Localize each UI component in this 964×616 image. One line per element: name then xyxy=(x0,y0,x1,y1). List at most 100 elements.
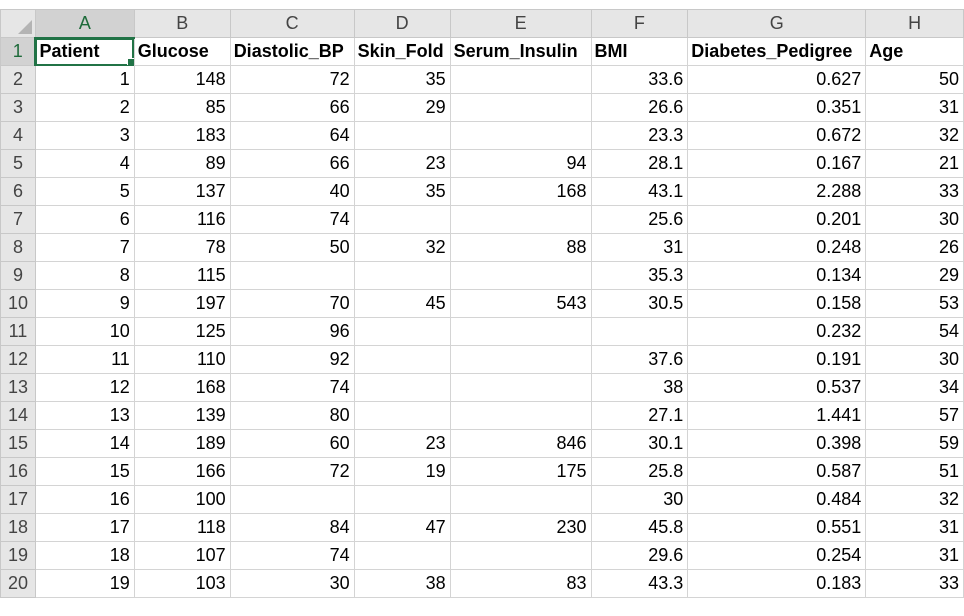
row-header[interactable]: 17 xyxy=(0,485,36,514)
data-cell[interactable]: 118 xyxy=(133,513,231,542)
data-cell[interactable]: 2.288 xyxy=(687,177,867,206)
data-cell[interactable]: 19 xyxy=(353,457,451,486)
row-header[interactable]: 1 xyxy=(0,37,37,66)
data-cell[interactable]: 0.201 xyxy=(687,205,867,234)
row-header[interactable]: 10 xyxy=(0,289,36,318)
data-cell[interactable] xyxy=(353,317,451,346)
data-cell[interactable]: 9 xyxy=(34,289,135,318)
data-cell[interactable]: 88 xyxy=(449,233,592,262)
data-cell[interactable]: 0.158 xyxy=(687,289,867,318)
data-cell[interactable]: 25.8 xyxy=(590,457,689,486)
row-header[interactable]: 19 xyxy=(0,541,36,570)
data-cell[interactable]: 89 xyxy=(133,149,231,178)
row-header[interactable]: 12 xyxy=(0,345,36,374)
data-cell[interactable]: 7 xyxy=(34,233,135,262)
data-cell[interactable]: 18 xyxy=(34,541,135,570)
data-cell[interactable]: 10 xyxy=(34,317,135,346)
data-cell[interactable]: 183 xyxy=(133,121,231,150)
header-cell[interactable]: Diastolic_BP xyxy=(229,37,355,66)
data-cell[interactable]: 28.1 xyxy=(590,149,689,178)
data-cell[interactable]: 26.6 xyxy=(590,93,689,122)
data-cell[interactable] xyxy=(353,541,451,570)
data-cell[interactable]: 166 xyxy=(133,457,231,486)
data-cell[interactable]: 0.672 xyxy=(687,121,867,150)
data-cell[interactable]: 0.627 xyxy=(687,65,867,94)
header-cell[interactable]: BMI xyxy=(590,37,689,66)
data-cell[interactable]: 35 xyxy=(353,177,451,206)
data-cell[interactable]: 197 xyxy=(133,289,231,318)
data-cell[interactable] xyxy=(449,93,592,122)
row-header[interactable]: 20 xyxy=(0,569,36,598)
header-cell[interactable]: Glucose xyxy=(133,37,231,66)
column-header-c[interactable]: C xyxy=(229,9,355,38)
data-cell[interactable]: 0.232 xyxy=(687,317,867,346)
data-cell[interactable] xyxy=(449,345,592,374)
column-header-d[interactable]: D xyxy=(353,9,451,38)
data-cell[interactable]: 30 xyxy=(229,569,355,598)
data-cell[interactable]: 45 xyxy=(353,289,451,318)
data-cell[interactable] xyxy=(449,541,592,570)
data-cell[interactable]: 0.183 xyxy=(687,569,867,598)
data-cell[interactable]: 30 xyxy=(865,205,964,234)
data-cell[interactable]: 0.351 xyxy=(687,93,867,122)
data-cell[interactable]: 19 xyxy=(34,569,135,598)
data-cell[interactable]: 148 xyxy=(133,65,231,94)
data-cell[interactable]: 66 xyxy=(229,93,355,122)
data-cell[interactable]: 1 xyxy=(34,65,135,94)
data-cell[interactable]: 0.248 xyxy=(687,233,867,262)
data-cell[interactable]: 103 xyxy=(133,569,231,598)
data-cell[interactable]: 30.1 xyxy=(590,429,689,458)
data-cell[interactable]: 17 xyxy=(34,513,135,542)
data-cell[interactable]: 50 xyxy=(229,233,355,262)
data-cell[interactable]: 110 xyxy=(133,345,231,374)
data-cell[interactable]: 23.3 xyxy=(590,121,689,150)
data-cell[interactable]: 74 xyxy=(229,205,355,234)
row-header[interactable]: 16 xyxy=(0,457,36,486)
data-cell[interactable]: 37.6 xyxy=(590,345,689,374)
row-header[interactable]: 4 xyxy=(0,121,36,150)
data-cell[interactable]: 66 xyxy=(229,149,355,178)
data-cell[interactable]: 26 xyxy=(865,233,964,262)
data-cell[interactable] xyxy=(449,261,592,290)
data-cell[interactable]: 72 xyxy=(229,65,355,94)
data-cell[interactable]: 31 xyxy=(865,513,964,542)
data-cell[interactable]: 43.3 xyxy=(590,569,689,598)
data-cell[interactable]: 31 xyxy=(865,541,964,570)
data-cell[interactable]: 25.6 xyxy=(590,205,689,234)
data-cell[interactable]: 4 xyxy=(34,149,135,178)
data-cell[interactable]: 175 xyxy=(449,457,592,486)
header-cell[interactable]: Age xyxy=(865,37,964,66)
row-header[interactable]: 18 xyxy=(0,513,36,542)
data-cell[interactable]: 168 xyxy=(449,177,592,206)
data-cell[interactable] xyxy=(353,345,451,374)
data-cell[interactable]: 5 xyxy=(34,177,135,206)
row-header[interactable]: 13 xyxy=(0,373,36,402)
fill-handle[interactable] xyxy=(126,58,134,65)
row-header[interactable]: 14 xyxy=(0,401,36,430)
column-header-g[interactable]: G xyxy=(687,9,867,38)
data-cell[interactable]: 29 xyxy=(353,93,451,122)
data-cell[interactable]: 0.587 xyxy=(687,457,867,486)
data-cell[interactable]: 33 xyxy=(865,177,964,206)
row-header[interactable]: 8 xyxy=(0,233,36,262)
data-cell[interactable]: 125 xyxy=(133,317,231,346)
data-cell[interactable]: 29 xyxy=(865,261,964,290)
data-cell[interactable]: 33 xyxy=(865,569,964,598)
data-cell[interactable]: 74 xyxy=(229,373,355,402)
data-cell[interactable]: 53 xyxy=(865,289,964,318)
data-cell[interactable]: 70 xyxy=(229,289,355,318)
data-cell[interactable]: 543 xyxy=(449,289,592,318)
data-cell[interactable] xyxy=(353,121,451,150)
data-cell[interactable]: 0.191 xyxy=(687,345,867,374)
row-header[interactable]: 9 xyxy=(0,261,36,290)
data-cell[interactable] xyxy=(449,65,592,94)
data-cell[interactable]: 34 xyxy=(865,373,964,402)
data-cell[interactable]: 12 xyxy=(34,373,135,402)
data-cell[interactable] xyxy=(449,373,592,402)
data-cell[interactable]: 84 xyxy=(229,513,355,542)
data-cell[interactable]: 23 xyxy=(353,429,451,458)
data-cell[interactable]: 30.5 xyxy=(590,289,689,318)
data-cell[interactable]: 168 xyxy=(133,373,231,402)
data-cell[interactable]: 38 xyxy=(353,569,451,598)
